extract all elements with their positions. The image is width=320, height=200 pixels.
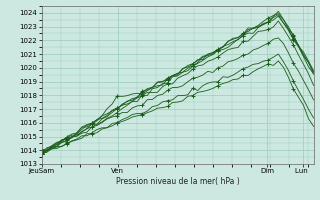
X-axis label: Pression niveau de la mer( hPa ): Pression niveau de la mer( hPa ) [116, 177, 239, 186]
